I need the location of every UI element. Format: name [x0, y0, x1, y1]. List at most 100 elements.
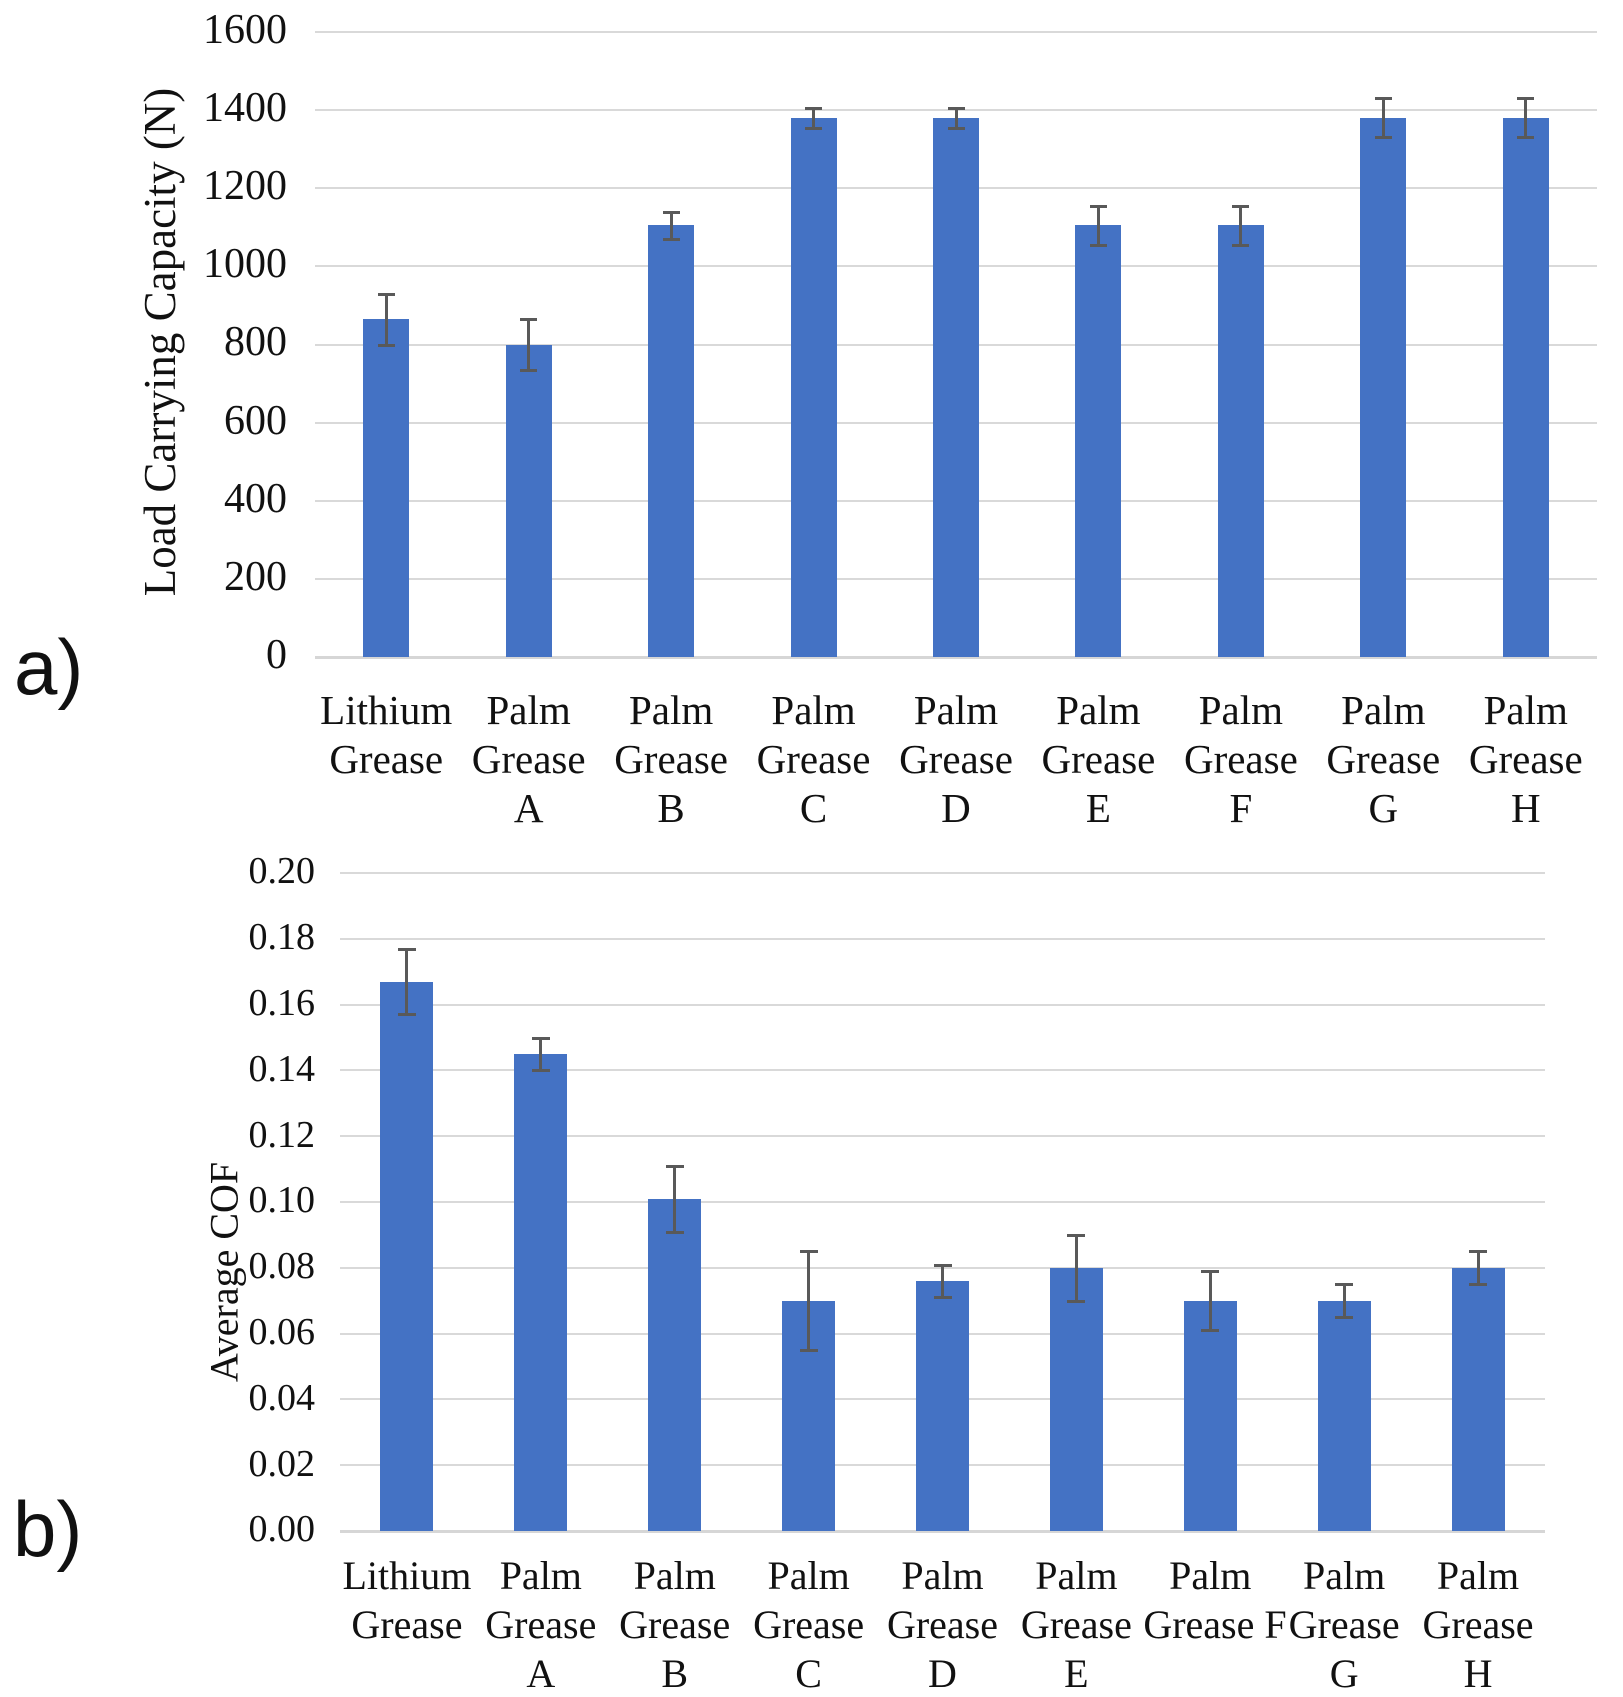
- x-category-label-line: A: [513, 785, 544, 831]
- bar: [1049, 1267, 1103, 1531]
- error-bar-cap: [1469, 1250, 1488, 1254]
- x-category-label-line: Palm: [1035, 1553, 1118, 1598]
- x-category-label-line: Grease: [1468, 736, 1583, 782]
- x-category-label-line: Grease: [1288, 1602, 1400, 1647]
- error-bar-cap: [520, 368, 538, 372]
- x-category-label: Palm Grease E: [1027, 686, 1169, 833]
- x-category-label-line: Palm: [1198, 687, 1284, 733]
- x-category-label: Lithium Grease: [340, 1551, 474, 1649]
- x-category-label: Lithium Grease: [315, 686, 457, 784]
- x-category-label-line: Palm: [1169, 1553, 1252, 1598]
- x-category-label-line: C: [795, 1651, 822, 1696]
- x-category-label: Palm Grease C: [742, 1551, 876, 1697]
- bar: [505, 344, 552, 657]
- x-category-label-line: Grease: [329, 736, 444, 782]
- error-bar-cap: [1232, 204, 1250, 208]
- error-bar-cap: [1089, 204, 1107, 208]
- x-category-label-line: B: [661, 1651, 689, 1696]
- x-category-label-line: Grease: [614, 736, 728, 782]
- error-bar-cap: [1517, 97, 1535, 101]
- error-bar: [1208, 1271, 1212, 1331]
- x-category-label-line: Palm: [499, 1553, 582, 1598]
- y-tick-label: 0.18: [248, 916, 316, 959]
- bar: [1075, 225, 1122, 657]
- error-bar: [1524, 98, 1528, 138]
- x-category-label-line: A: [526, 1651, 556, 1696]
- x-category-label-line: G: [1368, 785, 1399, 831]
- error-bar-cap: [947, 126, 965, 130]
- x-category-label-line: Grease: [619, 1602, 731, 1647]
- error-bar-cap: [1201, 1270, 1220, 1274]
- y-tick-label: 1200: [203, 163, 287, 210]
- x-category-label: Palm Grease B: [600, 686, 742, 833]
- bar: [1317, 1300, 1371, 1531]
- bar: [1360, 117, 1407, 657]
- error-bar: [1096, 205, 1100, 245]
- x-category-label-line: Palm: [1436, 1553, 1520, 1598]
- error-bar-cap: [397, 947, 416, 951]
- gridline: [315, 31, 1597, 33]
- x-category-label: Palm Grease A: [474, 1551, 608, 1697]
- bar: [1217, 225, 1264, 657]
- gridline: [340, 1135, 1545, 1138]
- x-category-label-line: Grease: [471, 736, 586, 782]
- x-category-label-line: Grease: [1326, 736, 1441, 782]
- x-category-label: Palm Grease E: [1009, 1551, 1143, 1697]
- error-bar-cap: [1469, 1283, 1488, 1287]
- bar: [514, 1053, 568, 1531]
- y-tick-label: 0.14: [248, 1047, 316, 1090]
- y-axis-title: Load Carrying Capacity (N): [135, 87, 185, 597]
- x-category-label: Palm Grease C: [742, 686, 884, 833]
- error-bar-cap: [947, 107, 965, 111]
- x-category-label-line: Palm: [1341, 687, 1426, 733]
- error-bar: [405, 948, 409, 1015]
- error-bar: [669, 211, 673, 240]
- x-category-label-line: Grease: [1422, 1602, 1534, 1647]
- error-bar-cap: [665, 1164, 684, 1168]
- x-category-label-line: Grease: [351, 1602, 463, 1647]
- error-bar-cap: [377, 343, 395, 347]
- x-category-label-line: Grease: [886, 1602, 998, 1647]
- x-category-label: Palm Grease A: [457, 686, 599, 833]
- error-bar-cap: [933, 1296, 952, 1300]
- x-category-label-line: Palm: [1483, 687, 1568, 733]
- gridline: [340, 937, 1545, 940]
- x-category-label-line: Palm: [771, 687, 856, 733]
- error-bar: [1381, 98, 1385, 138]
- error-bar: [954, 108, 958, 128]
- gridline: [340, 1003, 1545, 1006]
- error-bar-cap: [1201, 1329, 1220, 1333]
- x-category-label-line: E: [1085, 785, 1111, 831]
- x-category-label: Palm Grease D: [885, 686, 1027, 833]
- x-category-label: Palm Grease F: [1143, 1551, 1286, 1649]
- error-bar-cap: [1335, 1283, 1354, 1287]
- x-category-label: Palm Grease G: [1277, 1551, 1411, 1697]
- x-category-label: Palm Grease F: [1170, 686, 1312, 833]
- error-bar-cap: [799, 1349, 818, 1353]
- x-category-label-line: Palm: [633, 1553, 716, 1598]
- y-tick-label: 200: [224, 553, 287, 600]
- y-axis-title: Average COF: [201, 1161, 247, 1383]
- x-category-label-line: Palm: [913, 687, 999, 733]
- x-category-label-line: Grease: [756, 736, 871, 782]
- error-bar-cap: [377, 292, 395, 296]
- x-category-label-line: H: [1510, 785, 1541, 831]
- bar: [790, 117, 837, 657]
- error-bar-cap: [520, 318, 538, 322]
- x-category-label-line: Grease: [753, 1602, 865, 1647]
- error-bar: [807, 1251, 811, 1351]
- x-category-label: Palm Grease D: [876, 1551, 1010, 1697]
- error-bar-cap: [805, 107, 823, 111]
- x-category-label-line: Palm: [767, 1553, 850, 1598]
- error-bar-cap: [1089, 243, 1107, 247]
- error-bar-cap: [799, 1250, 818, 1254]
- error-bar: [527, 319, 531, 370]
- bar: [933, 117, 979, 657]
- x-category-label-line: Grease: [1041, 736, 1156, 782]
- x-category-label-line: Grease: [1183, 736, 1298, 782]
- y-tick-label: 0.06: [248, 1311, 316, 1354]
- error-bar-cap: [662, 238, 680, 242]
- x-category-label: Palm Grease B: [608, 1551, 742, 1697]
- bar: [648, 225, 695, 657]
